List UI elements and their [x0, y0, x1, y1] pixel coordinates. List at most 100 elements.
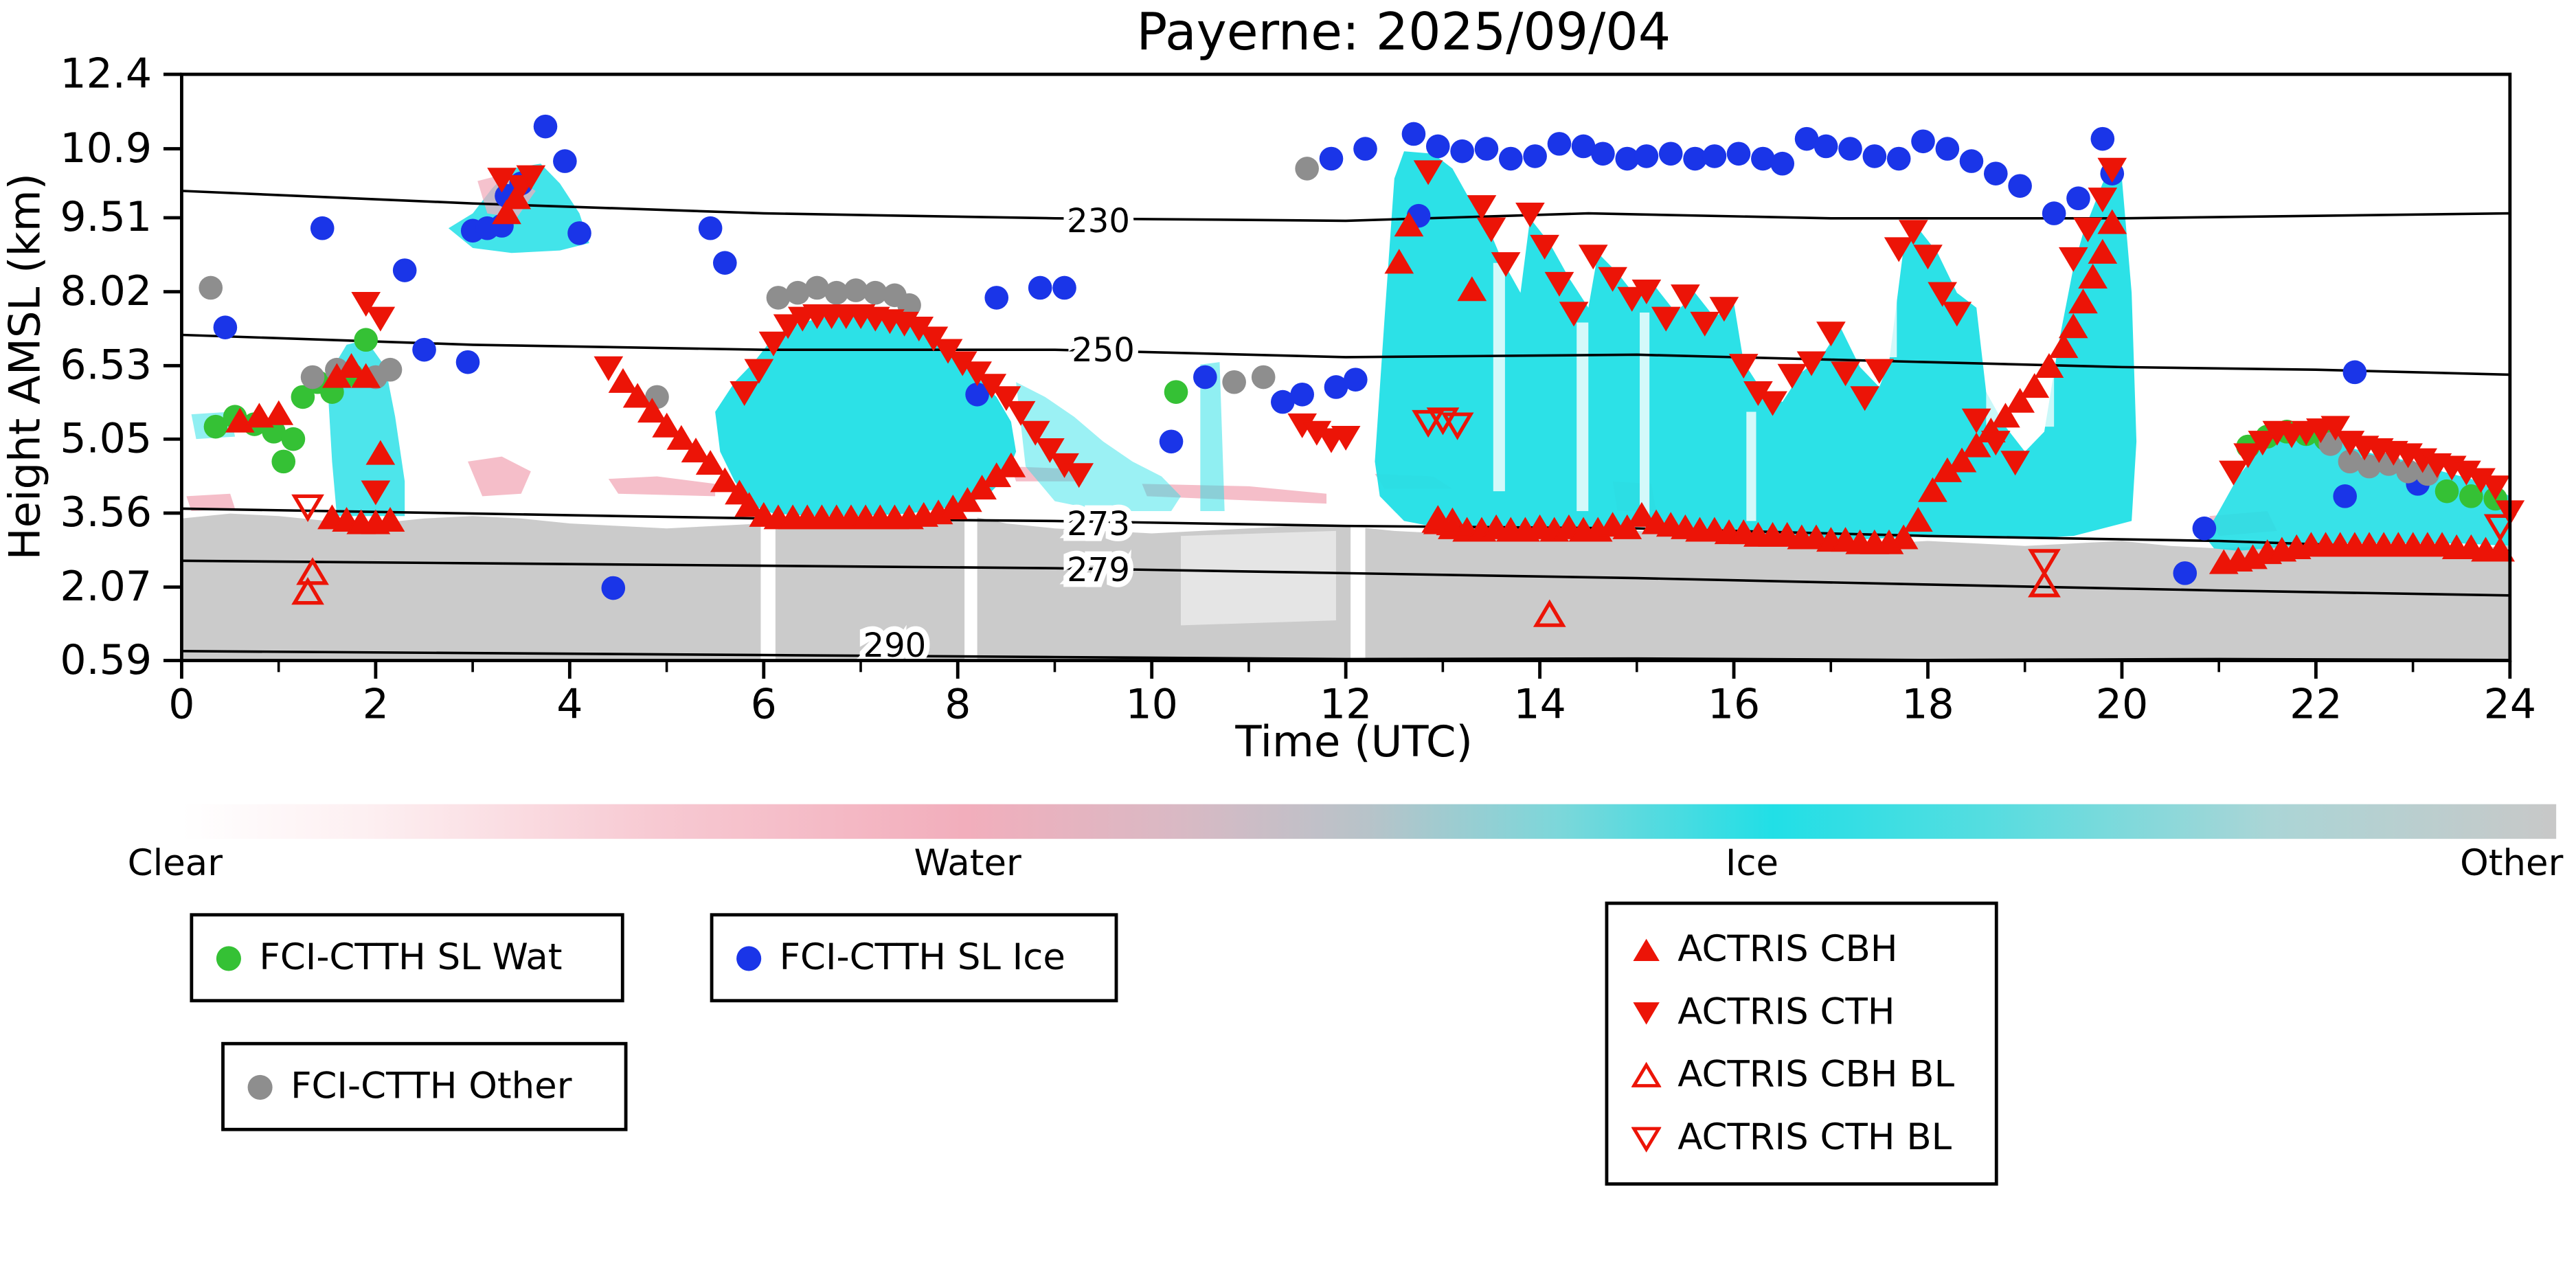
data-point — [2333, 484, 2358, 508]
x-tick-label: 4 — [556, 681, 583, 729]
x-tick-label: 20 — [2096, 681, 2148, 729]
data-point — [361, 480, 391, 506]
data-point — [2481, 475, 2511, 501]
data-point — [1658, 142, 1683, 166]
data-point — [1251, 365, 1276, 389]
data-point — [1533, 599, 1566, 627]
data-point — [213, 315, 238, 339]
data-point — [2097, 209, 2127, 234]
data-point — [730, 381, 759, 407]
legend-label: ACTRIS CBH BL — [1677, 1054, 1955, 1096]
data-point — [1947, 447, 1977, 473]
x-tick-label: 18 — [1901, 681, 1954, 729]
data-point — [1344, 368, 1368, 392]
data-point — [1515, 202, 1545, 227]
bg-region-clear — [1351, 526, 1366, 661]
data-point — [991, 386, 1021, 411]
data-point — [1886, 146, 1911, 171]
data-point — [2434, 479, 2459, 504]
data-point — [2068, 289, 2098, 314]
data-point — [2078, 263, 2108, 289]
triangle-down-open-icon — [1631, 1126, 1662, 1152]
data-point — [1324, 375, 1348, 399]
data-point — [1961, 432, 1991, 457]
data-point — [1401, 122, 1426, 146]
colorbar-label-other: Other — [2460, 844, 2564, 885]
data-point — [271, 449, 296, 474]
x-axis-label: Time (UTC) — [1234, 716, 1473, 767]
data-point — [375, 507, 405, 532]
data-point — [1862, 144, 1887, 168]
data-point — [2073, 217, 2103, 242]
data-point — [698, 216, 723, 240]
isotherm-line-273 — [181, 507, 2510, 552]
bg-region-water — [608, 476, 716, 497]
legend-actris-cth-bl: ACTRIS CTH BL — [1631, 1117, 1971, 1158]
data-point — [1959, 149, 1984, 173]
legend-label: ACTRIS CTH BL — [1677, 1117, 1952, 1159]
data-point — [2396, 459, 2420, 484]
data-point — [2320, 416, 2351, 441]
data-point — [516, 165, 546, 190]
data-point — [1794, 126, 1819, 151]
legend-actris-cth: ACTRIS CTH — [1631, 992, 1971, 1033]
series-actris-cth — [351, 157, 2525, 526]
data-point — [2090, 126, 2115, 151]
data-point — [1617, 286, 1647, 312]
data-point — [291, 385, 315, 409]
data-point — [1421, 505, 1455, 533]
data-point — [1295, 157, 1319, 181]
data-point — [1831, 361, 1860, 387]
data-point — [378, 357, 403, 382]
data-point — [984, 286, 1009, 310]
data-point — [1319, 146, 1344, 171]
data-point — [351, 363, 381, 388]
isotherm-contours: 230 250 273 279 290 — [181, 190, 2510, 661]
data-point — [766, 286, 791, 310]
water-cloud-dot-icon — [216, 945, 241, 971]
data-point — [962, 361, 992, 387]
data-point — [455, 350, 480, 374]
data-point — [1942, 302, 1972, 327]
data-point — [1777, 363, 1807, 389]
data-point — [1816, 321, 1846, 347]
data-point — [1353, 137, 1377, 161]
data-point — [2173, 561, 2197, 585]
data-point — [805, 275, 829, 300]
data-point — [567, 221, 591, 245]
data-point — [1796, 351, 1827, 376]
isotherm-label-279: 279 — [1067, 551, 1130, 589]
data-point — [594, 356, 624, 381]
series-actris-cbh-bl — [291, 505, 2061, 627]
data-point — [1491, 252, 1521, 278]
x-tick-label: 12 — [1320, 681, 1372, 729]
y-tick-label: 3.56 — [60, 488, 152, 536]
data-point — [1850, 386, 1880, 411]
data-point — [1911, 129, 1935, 154]
data-point — [608, 368, 638, 393]
data-point — [1035, 438, 1065, 463]
data-point — [1634, 144, 1659, 168]
colorbar-label-water: Water — [914, 844, 1021, 885]
data-point — [1758, 391, 1787, 416]
data-point — [965, 382, 989, 407]
data-point — [622, 383, 653, 408]
y-tick-label: 10.9 — [60, 124, 152, 172]
data-point — [392, 258, 417, 282]
data-point — [1991, 403, 2020, 428]
data-point — [337, 352, 366, 379]
y-tick-label: 6.53 — [60, 341, 152, 389]
data-point — [1591, 142, 1615, 166]
data-point — [1690, 311, 1720, 337]
legend-label: ACTRIS CBH — [1677, 929, 1898, 971]
data-point — [1064, 463, 1094, 488]
data-point — [1709, 297, 1739, 322]
legend-label: FCI-CTTH Other — [291, 1065, 572, 1107]
y-tick-label: 9.51 — [60, 193, 152, 241]
data-point — [1683, 146, 1707, 171]
data-point — [1028, 275, 1052, 300]
data-point — [1331, 425, 1361, 451]
x-tick-label: 16 — [1708, 681, 1760, 729]
bg-region-clear — [1493, 262, 1505, 492]
data-point — [1651, 306, 1681, 332]
